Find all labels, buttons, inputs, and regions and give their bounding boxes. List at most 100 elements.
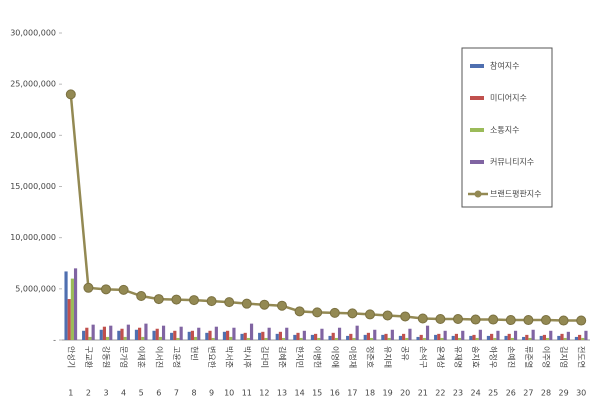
bar <box>539 335 543 340</box>
rank-label: 6 <box>156 389 161 398</box>
bar <box>299 337 303 340</box>
line-marker <box>259 299 270 310</box>
x-tick-label: 손석구 <box>418 346 428 368</box>
line-marker <box>171 294 182 305</box>
bar <box>504 335 508 340</box>
bar <box>425 325 430 340</box>
bar <box>334 337 338 340</box>
legend-swatch <box>470 160 484 164</box>
rank-label: 14 <box>295 389 305 398</box>
rank-label: 26 <box>506 389 516 398</box>
bar <box>486 335 491 340</box>
x-tick-label: 박시후 <box>242 346 252 368</box>
bar <box>574 336 579 340</box>
legend-swatch <box>470 128 484 132</box>
x-tick-label: 강동원 <box>102 346 112 368</box>
bar <box>563 337 567 340</box>
rank-label: 7 <box>174 389 179 398</box>
bar <box>560 333 564 340</box>
rank-label: 5 <box>139 389 144 398</box>
bar <box>346 335 350 340</box>
bar <box>513 330 518 340</box>
rank-label: 19 <box>383 389 393 398</box>
bar <box>490 333 494 340</box>
rank-label: 20 <box>400 389 410 398</box>
bar <box>387 337 391 340</box>
x-tick-label: 하정우 <box>489 346 499 368</box>
rank-label: 4 <box>121 389 126 398</box>
bar <box>381 334 385 340</box>
y-tick-label: - <box>53 336 56 345</box>
bar <box>320 328 324 340</box>
x-tick-label: 정준호 <box>366 346 376 368</box>
legend-label: 참여지수 <box>490 61 519 71</box>
x-tick-label: 이영애 <box>330 346 340 368</box>
y-tick-label: 25,000,000 <box>10 80 56 89</box>
line-marker <box>488 314 499 325</box>
bar <box>331 332 335 340</box>
x-tick-label: 고윤정 <box>172 346 182 368</box>
line-marker <box>277 300 287 311</box>
bar <box>373 329 377 340</box>
bar <box>443 330 447 340</box>
bar <box>522 336 526 340</box>
bar <box>240 333 244 340</box>
bar <box>152 330 156 340</box>
bar <box>232 327 236 340</box>
bar <box>296 332 300 340</box>
bar <box>390 329 394 340</box>
bar <box>461 330 465 340</box>
line-marker <box>470 314 481 325</box>
bar <box>67 299 71 340</box>
bar <box>258 332 262 340</box>
bar <box>176 337 180 340</box>
bar <box>578 334 582 340</box>
bar <box>123 336 127 340</box>
x-tick-label: 이제훈 <box>137 346 147 368</box>
bar <box>293 334 297 340</box>
x-tick-label: 유지태 <box>383 346 392 368</box>
rank-label: 18 <box>365 389 375 398</box>
legend-label: 브랜드평판지수 <box>490 189 542 199</box>
bar <box>451 335 455 340</box>
rank-label: 17 <box>347 389 357 398</box>
bar <box>352 337 356 340</box>
bar <box>549 330 553 340</box>
x-tick-label: 유재명 <box>454 346 464 368</box>
line-marker <box>435 314 446 325</box>
rank-label: 21 <box>418 389 428 398</box>
bar <box>405 337 409 340</box>
bar <box>109 325 113 340</box>
bar <box>246 337 250 340</box>
line-marker <box>65 89 76 100</box>
bar <box>337 327 342 340</box>
x-tick-label: 이병헌 <box>313 346 323 368</box>
rank-label: 23 <box>453 389 463 398</box>
rank-label: 2 <box>86 389 91 398</box>
line-marker <box>523 315 534 326</box>
bar <box>144 323 148 340</box>
line-marker <box>224 297 235 308</box>
bar <box>85 327 89 340</box>
bar <box>117 330 121 340</box>
x-tick-label: 류준열 <box>524 346 533 368</box>
y-tick-label: 30,000,000 <box>10 29 56 38</box>
line-marker <box>576 315 587 326</box>
x-tick-label: 이정재 <box>348 346 358 368</box>
bar <box>510 337 514 340</box>
line-marker <box>505 315 516 326</box>
bar <box>440 337 444 340</box>
bar <box>525 334 529 340</box>
bar <box>566 331 570 340</box>
bar <box>422 337 426 340</box>
bar <box>190 330 194 340</box>
line-marker <box>241 298 252 309</box>
bar <box>208 330 212 340</box>
line-marker <box>189 295 199 306</box>
bar <box>458 337 462 340</box>
x-tick-label: 이서진 <box>154 346 164 368</box>
rank-label: 25 <box>488 389 498 398</box>
bar <box>249 323 254 340</box>
line-marker <box>294 306 305 317</box>
bar <box>478 329 482 340</box>
